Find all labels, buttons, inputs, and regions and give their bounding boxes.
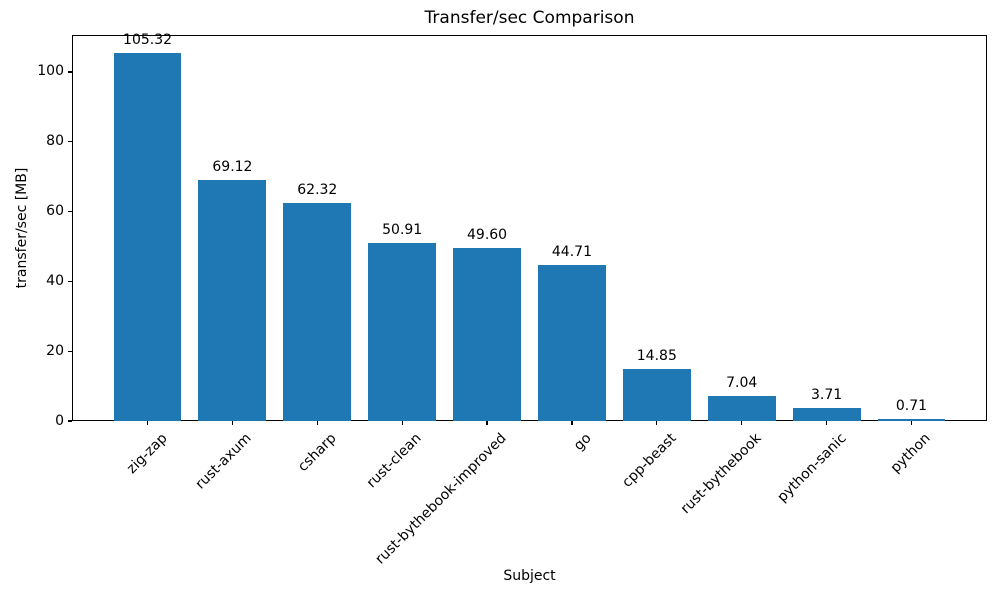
y-tick-label: 20 [46, 342, 64, 359]
y-tick-label: 80 [46, 133, 64, 150]
bar [792, 408, 861, 421]
y-tick-mark [68, 350, 72, 352]
y-tick-label: 40 [46, 272, 64, 289]
y-tick-label: 100 [37, 63, 64, 80]
bar [113, 53, 182, 421]
bar-value-label: 3.71 [810, 387, 843, 404]
bar-value-label: 0.71 [895, 397, 928, 414]
x-tick-mark [231, 421, 233, 425]
bar [537, 264, 606, 421]
x-tick-mark [401, 421, 403, 425]
x-tick-mark [741, 421, 743, 425]
bar [622, 369, 691, 421]
bar [368, 243, 437, 421]
y-tick-mark [68, 210, 72, 213]
x-tick-mark [825, 421, 828, 425]
chart-title: Transfer/sec Comparison [424, 8, 635, 28]
bar [198, 179, 267, 421]
bar-value-label: 69.12 [212, 158, 253, 175]
bar-value-label: 62.32 [297, 182, 338, 199]
bar-value-label: 44.71 [551, 243, 592, 260]
bar-value-label: 105.32 [123, 32, 173, 49]
bar [707, 396, 776, 421]
bar-value-label: 14.85 [636, 348, 677, 365]
y-tick-mark [68, 71, 72, 73]
y-tick-label: 60 [46, 203, 64, 220]
x-tick-mark [656, 421, 658, 425]
x-tick-mark [316, 421, 318, 425]
x-tick-mark [486, 421, 488, 425]
bar [283, 203, 352, 421]
y-axis-label: transfer/sec [MB] [14, 167, 30, 289]
y-tick-mark [68, 141, 72, 143]
bar-value-label: 49.60 [467, 226, 508, 243]
x-tick-mark [146, 421, 149, 425]
x-tick-mark [571, 421, 573, 425]
bar [453, 247, 521, 421]
x-axis-label: Subject [503, 568, 556, 584]
bar [877, 418, 946, 421]
bar-value-label: 7.04 [726, 375, 758, 392]
y-tick-label: 0 [55, 412, 64, 429]
y-tick-mark [68, 420, 72, 422]
bar-value-label: 50.91 [382, 222, 423, 239]
y-tick-mark [68, 280, 72, 282]
x-tick-mark [910, 421, 913, 425]
